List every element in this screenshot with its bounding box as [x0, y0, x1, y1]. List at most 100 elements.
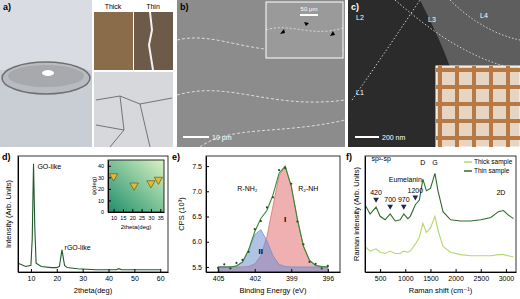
area: [218, 230, 328, 272]
point: [296, 220, 298, 222]
label: Thin: [146, 3, 160, 10]
axis-line: [19, 272, 169, 273]
label: 200 nm: [382, 134, 406, 141]
plot-frame: [365, 156, 516, 272]
tick-mark: [206, 191, 209, 192]
light-region: [420, 0, 520, 147]
tick-label: 30: [148, 215, 154, 221]
tick: 15: [120, 209, 126, 221]
panel-label: f): [346, 152, 352, 162]
point: [290, 183, 292, 185]
x-axis: 102030405060: [19, 269, 169, 282]
point: [284, 167, 286, 169]
x-axis: 50010001500200025003000: [366, 269, 517, 282]
tick: 20: [53, 269, 61, 282]
tick-mark: [108, 166, 111, 167]
point: [254, 228, 256, 230]
tick: 10: [111, 209, 117, 221]
marks: [217, 166, 329, 272]
axis-line: [108, 161, 109, 213]
grid-bar: [438, 66, 442, 147]
tick-mark: [380, 269, 381, 272]
tick-label: 402: [249, 275, 261, 282]
tick: 1500: [423, 269, 439, 282]
tick-mark: [481, 269, 482, 272]
point: [154, 177, 162, 184]
tick-mark: [160, 269, 161, 272]
chart-3: 50010001500200025003000Raman shift (cm⁻¹…: [346, 152, 517, 295]
photo-thick: [94, 12, 133, 70]
scale-bar: [183, 136, 209, 138]
point: [260, 220, 262, 222]
tick-label: 396: [322, 275, 334, 282]
tick-label: 30: [98, 175, 104, 181]
tick: 2000: [448, 269, 464, 282]
sem-image: [177, 0, 345, 147]
tick: 30: [79, 269, 87, 282]
inset-image: [266, 2, 343, 58]
plot-frame: [18, 156, 168, 272]
legend: Thick sampleThin sample: [464, 158, 513, 175]
plot-frame: [206, 156, 340, 272]
tick: 500: [375, 269, 387, 282]
legend-swatch: [464, 161, 472, 163]
plot-background: [108, 160, 164, 212]
tick: 405: [213, 269, 225, 282]
tick-mark: [83, 269, 84, 272]
grid-bar: [455, 66, 459, 147]
tick: 0: [101, 209, 111, 215]
point: [327, 265, 329, 267]
droplet: [42, 70, 54, 76]
point: [278, 169, 280, 171]
point: [229, 267, 231, 269]
point: [302, 243, 304, 245]
label: c): [351, 2, 359, 12]
tick-label: 500: [375, 275, 387, 282]
axis-title: 2theta(deg): [121, 224, 152, 230]
tick: 399: [286, 269, 298, 282]
axis-title: CPS (10³): [177, 197, 186, 231]
legend-label: Thin sample: [474, 167, 510, 175]
tick-label: 6.0: [192, 238, 202, 245]
tick-mark: [132, 209, 133, 212]
tick-mark: [291, 269, 292, 272]
axis-line: [207, 272, 341, 273]
axis-title: ψ(deg): [91, 177, 97, 195]
panel-b: 50 μm10 μmb): [177, 0, 345, 147]
inset-grid: [436, 66, 520, 147]
canvas: ThickThina)50 μm10 μmb)L1L2L3L4200 nmc)1…: [0, 0, 520, 299]
annotation-marker: [387, 205, 393, 210]
photo-cracked: [94, 72, 173, 147]
label: b): [180, 2, 189, 12]
photo-dish: [0, 0, 92, 147]
area: [218, 167, 328, 272]
y-axis: 010203040: [98, 161, 111, 216]
tick-mark: [206, 217, 209, 218]
tick: 10: [98, 198, 111, 204]
tick-mark: [206, 166, 209, 167]
scale-bar: [355, 136, 379, 138]
axis-title: 2theta(deg): [74, 286, 113, 295]
tick-label: 10: [28, 275, 36, 282]
tick-mark: [108, 177, 111, 178]
grid-bar: [506, 66, 510, 147]
tick: 5.5: [192, 264, 209, 271]
tick-label: 2500: [473, 275, 489, 282]
y-axis: [18, 157, 19, 273]
tick-label: 25: [139, 215, 145, 221]
point: [272, 196, 274, 198]
tick: 402: [249, 269, 261, 282]
point: [223, 263, 225, 265]
tick-label: 6.5: [192, 213, 202, 220]
point: [248, 251, 250, 253]
label: a): [3, 2, 11, 12]
tick-mark: [114, 209, 115, 212]
petri-dish: [2, 62, 90, 94]
tick: 40: [105, 269, 113, 282]
grid-bar: [489, 66, 493, 147]
panel-label: e): [172, 152, 180, 162]
tick: 30: [148, 209, 154, 221]
marks: [365, 173, 513, 257]
tick-label: 405: [213, 275, 225, 282]
chart-2: 4054023993965.56.06.57.07.5Binding Energ…: [172, 152, 341, 295]
